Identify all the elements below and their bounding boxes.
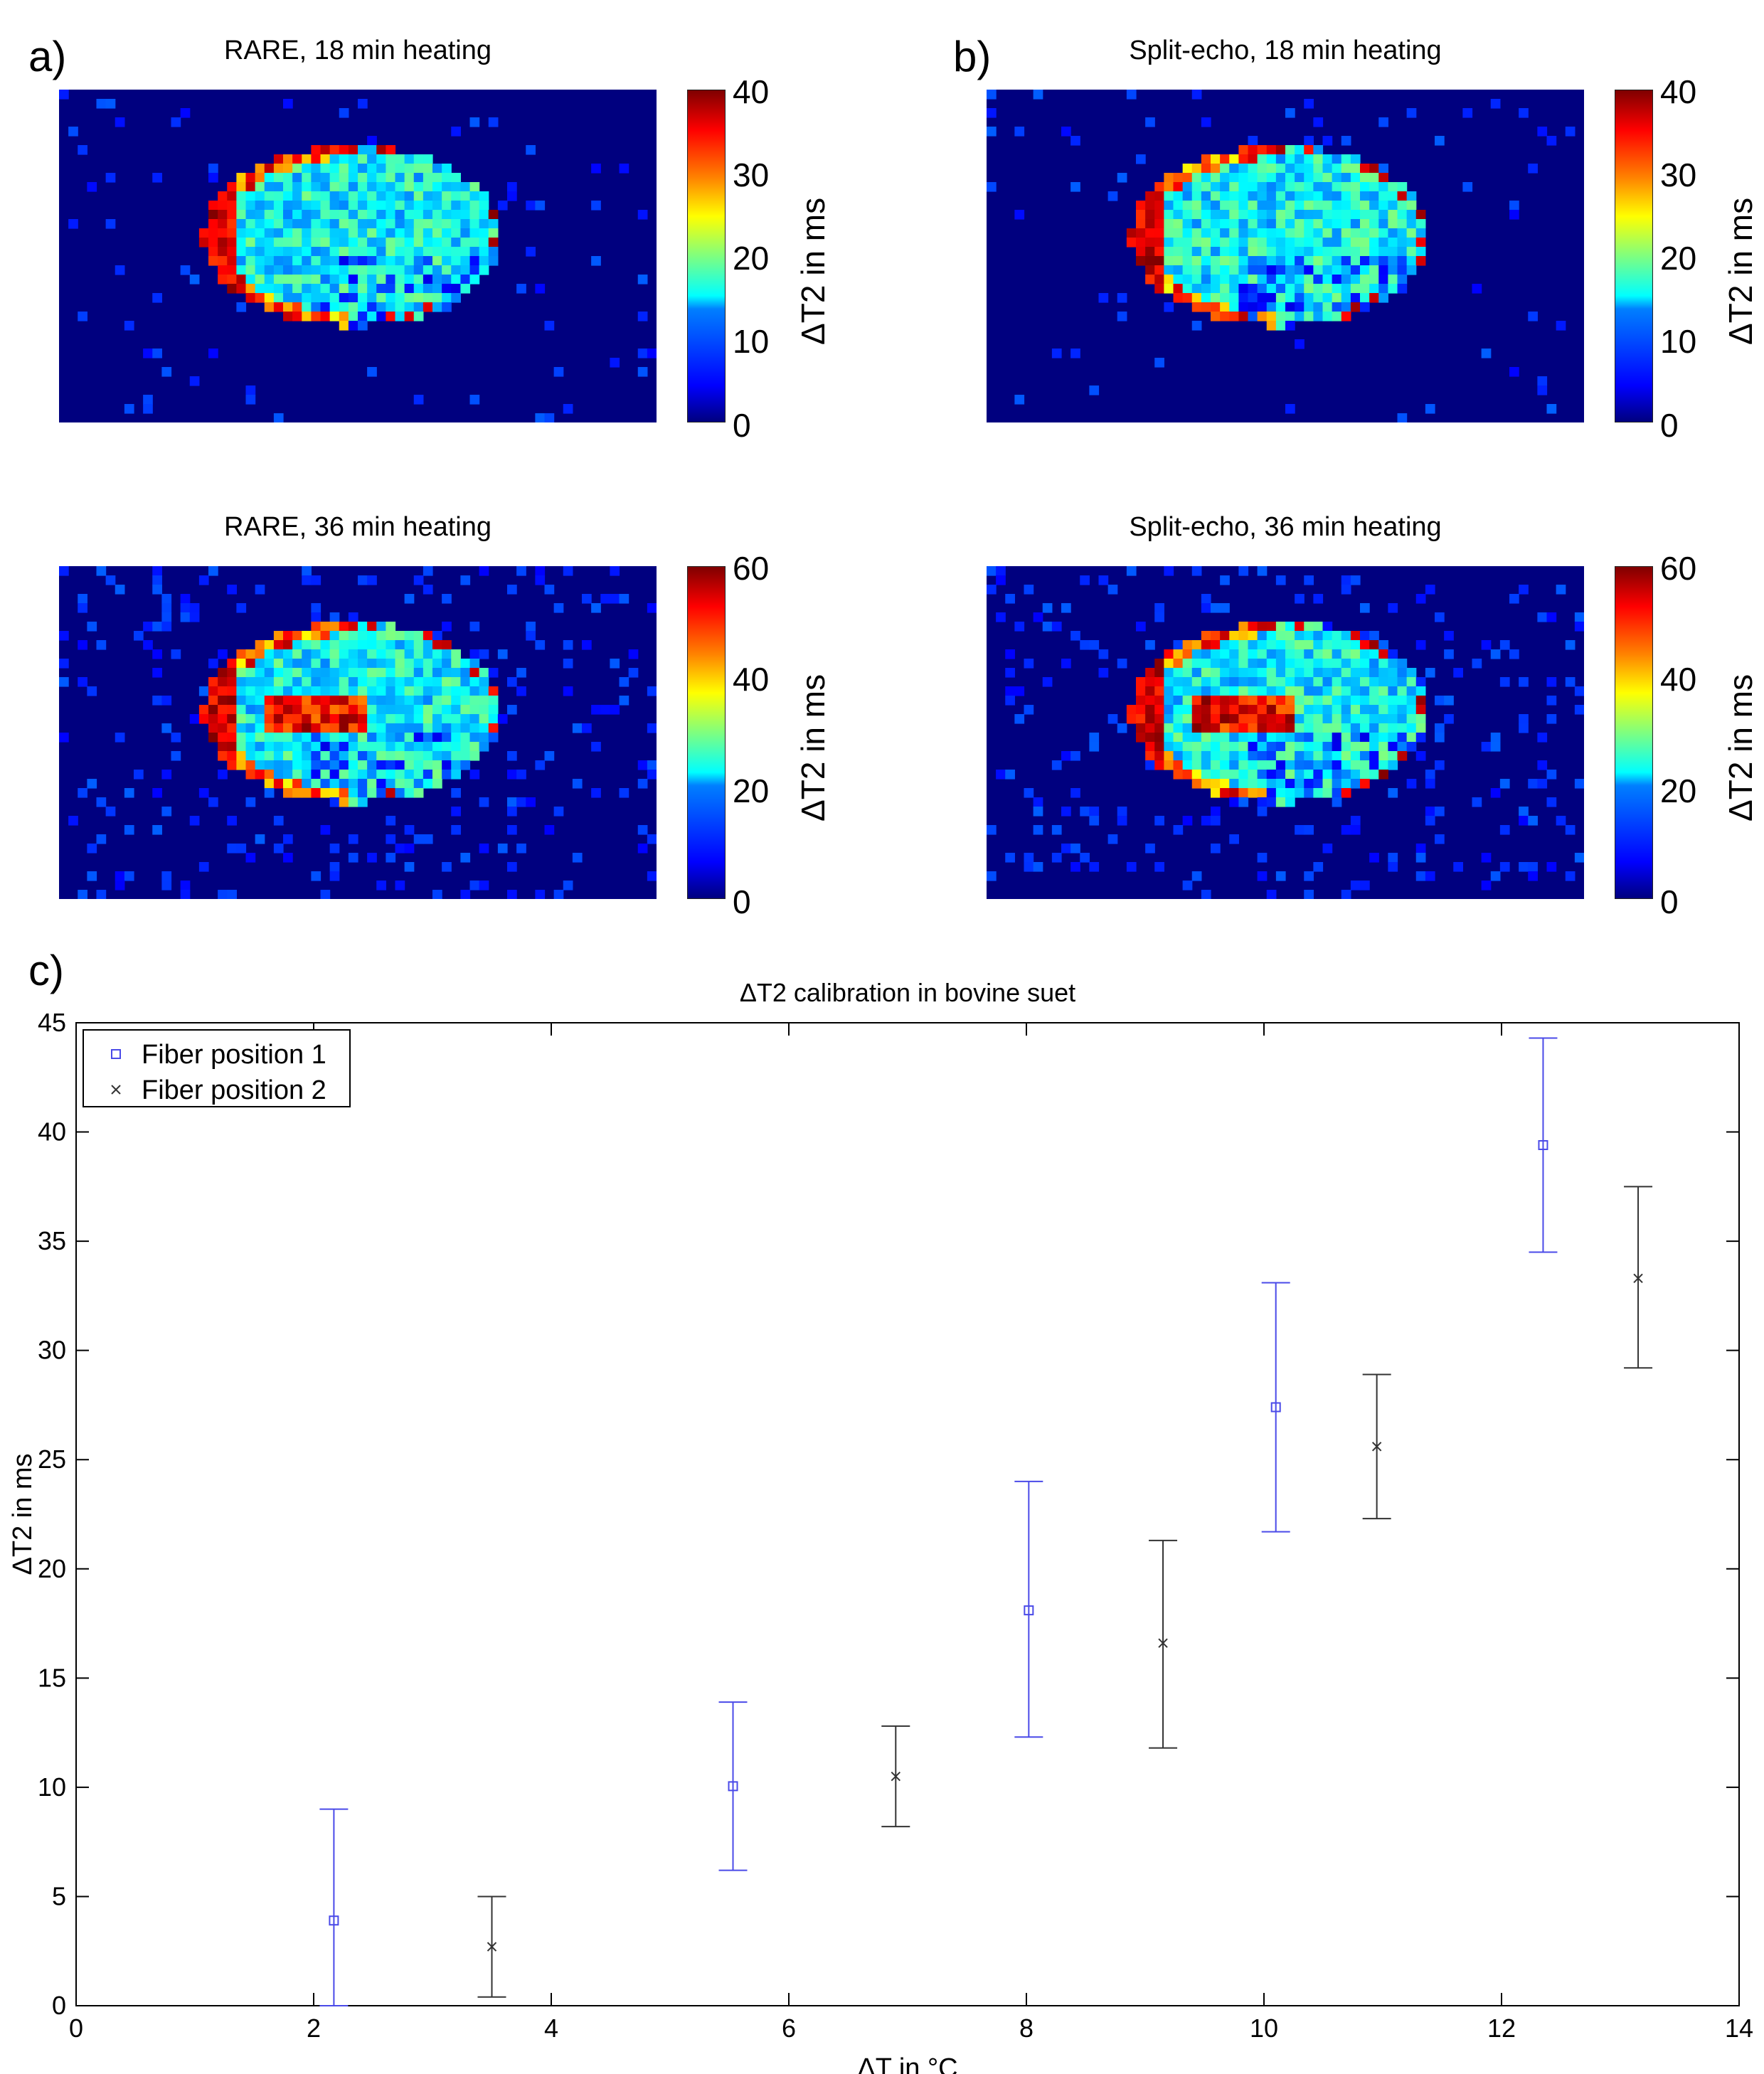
colorbar-tick: 30	[733, 156, 770, 193]
colorbar-tick: 10	[1660, 323, 1697, 360]
legend-label: Fiber position 2	[142, 1075, 326, 1105]
x-tick-label: 10	[1250, 2014, 1278, 2043]
colorbar-tick: 20	[1660, 240, 1697, 277]
map-title-rare-36: RARE, 36 min heating	[224, 512, 492, 542]
colorbar-split-36	[1615, 566, 1653, 899]
legend-label: Fiber position 1	[142, 1040, 326, 1070]
data-point	[329, 1915, 339, 1926]
colorbar-tick: 40	[1660, 661, 1697, 698]
colorbar-rare-18	[687, 90, 726, 422]
y-axis-label: ΔT2 in ms	[8, 1453, 38, 1575]
colorbar-label: ΔT2 in ms	[795, 197, 831, 345]
colorbar-label: ΔT2 in ms	[1722, 197, 1759, 345]
colorbar-split-18	[1615, 90, 1653, 422]
x-tick-label: 2	[307, 2014, 321, 2043]
colorbar-tick: 40	[733, 661, 770, 698]
data-point	[1633, 1273, 1643, 1284]
panel-label-b: b)	[953, 33, 992, 80]
colorbar-label: ΔT2 in ms	[795, 674, 831, 821]
y-tick-label: 30	[38, 1336, 66, 1365]
y-tick-label: 15	[38, 1663, 66, 1692]
colorbar-tick: 0	[1660, 883, 1679, 920]
data-point	[1024, 1605, 1034, 1616]
x-tick-label: 14	[1725, 2014, 1753, 2043]
data-point	[891, 1771, 901, 1782]
y-tick-label: 25	[38, 1445, 66, 1474]
legend	[83, 1029, 351, 1107]
colorbar-label: ΔT2 in ms	[1722, 674, 1759, 821]
x-axis-label: ΔT in °C	[857, 2053, 957, 2074]
y-tick-label: 45	[38, 1008, 66, 1037]
y-tick-label: 10	[38, 1772, 66, 1802]
colorbar-tick: 0	[733, 407, 751, 444]
panel-label-a: a)	[28, 33, 67, 80]
data-point	[1371, 1442, 1382, 1452]
colorbar-tick: 30	[1660, 156, 1697, 193]
colorbar-tick: 40	[733, 73, 770, 110]
heatmap-rare-36	[59, 566, 657, 899]
data-point	[1270, 1402, 1281, 1413]
data-point	[487, 1942, 497, 1952]
y-tick-label: 35	[38, 1226, 66, 1255]
data-point	[1538, 1139, 1548, 1150]
heatmap-split-18	[987, 90, 1584, 422]
colorbar-tick: 0	[1660, 407, 1679, 444]
colorbar-tick: 60	[1660, 550, 1697, 587]
map-title-split-36: Split-echo, 36 min heating	[1129, 512, 1442, 542]
x-tick-label: 0	[69, 2014, 83, 2043]
map-title-split-18: Split-echo, 18 min heating	[1129, 36, 1442, 65]
data-point	[1158, 1638, 1168, 1648]
y-tick-label: 40	[38, 1117, 66, 1147]
y-tick-label: 20	[38, 1554, 66, 1583]
colorbar-tick: 0	[733, 883, 751, 920]
colorbar-tick: 10	[733, 323, 770, 360]
x-tick-label: 8	[1019, 2014, 1034, 2043]
calibration-chart: ΔT2 calibration in bovine suet 0 2 4 6 8 10 12 1…	[8, 978, 1753, 2074]
colorbar-rare-36	[687, 566, 726, 899]
colorbar-tick: 20	[733, 772, 770, 809]
x-tick-label: 12	[1487, 2014, 1516, 2043]
y-tick-label: 0	[52, 1991, 66, 2020]
colorbar-tick: 20	[733, 240, 770, 277]
heatmap-split-36	[987, 566, 1584, 899]
chart-title: ΔT2 calibration in bovine suet	[740, 978, 1075, 1007]
panel-label-c: c)	[28, 947, 64, 994]
colorbar-tick: 40	[1660, 73, 1697, 110]
plot-area	[75, 1022, 1740, 2006]
colorbar-tick: 20	[1660, 772, 1697, 809]
colorbar-tick: 60	[733, 550, 770, 587]
legend-marker	[111, 1049, 121, 1059]
heatmap-rare-18	[59, 90, 657, 422]
y-tick-label: 5	[52, 1881, 66, 1910]
data-point	[728, 1781, 738, 1792]
legend-marker	[111, 1085, 121, 1095]
map-title-rare-18: RARE, 18 min heating	[224, 36, 492, 65]
x-tick-label: 6	[782, 2014, 796, 2043]
x-tick-label: 4	[544, 2014, 558, 2043]
